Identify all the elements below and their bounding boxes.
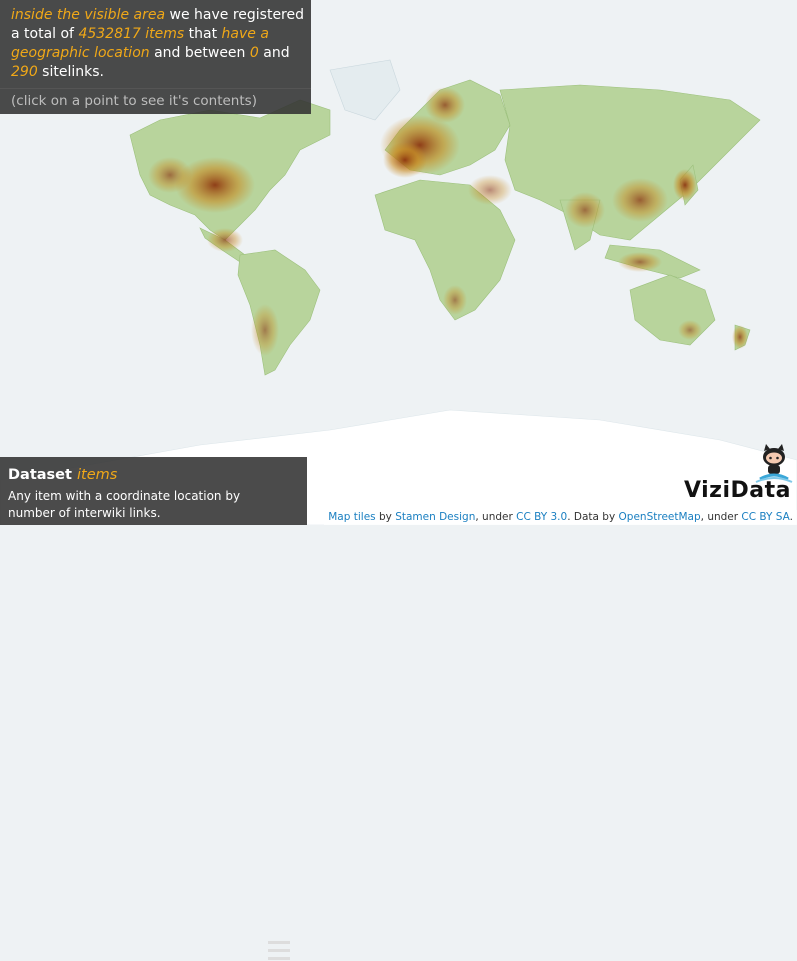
- hamburger-menu-icon[interactable]: [268, 941, 290, 961]
- stamen-link[interactable]: Stamen Design: [395, 511, 476, 523]
- dataset-title: Dataset items: [8, 467, 118, 483]
- dataset-description: Any item with a coordinate location by n…: [8, 489, 241, 520]
- cc-by-link[interactable]: CC BY 3.0: [516, 511, 568, 523]
- geo-location-link[interactable]: have a geographic location: [11, 26, 269, 61]
- summary-panel: inside the visible area we have register…: [0, 0, 311, 114]
- vizidata-brand: ViziData: [684, 478, 791, 503]
- max-sitelinks[interactable]: 290: [11, 64, 38, 80]
- cc-by-sa-link[interactable]: CC BY SA: [741, 511, 790, 523]
- south-america: [237, 249, 321, 376]
- divider: [0, 88, 311, 89]
- github-octocat-icon[interactable]: [752, 443, 796, 483]
- min-sitelinks[interactable]: 0: [249, 45, 259, 61]
- density-hotspots: [148, 87, 748, 356]
- visible-area-link[interactable]: inside the visible area: [11, 7, 166, 23]
- dataset-panel: Dataset items Any item with a coordinate…: [0, 457, 307, 960]
- world-density-map[interactable]: [0, 0, 797, 525]
- click-hint: (click on a point to see it's contents): [11, 93, 257, 109]
- map-attribution: Map tiles by Stamen Design, under CC BY …: [324, 510, 797, 525]
- dataset-name: items: [77, 467, 118, 483]
- summary-text: inside the visible area we have register…: [11, 7, 305, 80]
- osm-link[interactable]: OpenStreetMap: [618, 511, 701, 523]
- item-count: 4532817 items: [78, 26, 185, 42]
- map-tiles-link[interactable]: Map tiles: [328, 511, 376, 523]
